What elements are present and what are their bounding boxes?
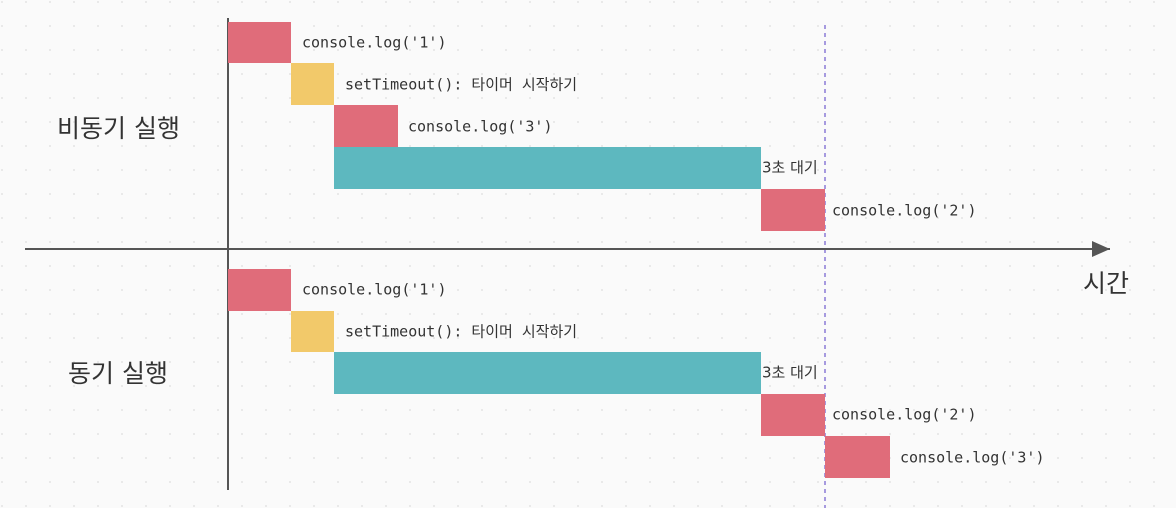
step-label: 3초 대기 [762, 159, 818, 177]
time-label: 시간 [1083, 269, 1129, 298]
step-label: console.log('2') [832, 202, 977, 220]
block [334, 147, 761, 189]
block [761, 394, 825, 436]
step-label: console.log('3') [900, 449, 1045, 467]
section-label: 동기 실행 [68, 359, 168, 388]
step-label: console.log('2') [832, 406, 977, 424]
step-label: setTimeout(): 타이머 시작하기 [345, 76, 577, 94]
step-label: console.log('1') [302, 34, 447, 52]
block [228, 269, 291, 311]
block [291, 63, 334, 105]
step-label: console.log('1') [302, 281, 447, 299]
block [334, 105, 398, 147]
block [228, 22, 291, 63]
section-label: 비동기 실행 [57, 114, 180, 143]
step-label: console.log('3') [408, 118, 553, 136]
block [334, 352, 761, 394]
block [761, 189, 825, 231]
step-label: 3초 대기 [762, 364, 818, 382]
block [825, 436, 890, 478]
step-label: setTimeout(): 타이머 시작하기 [345, 323, 577, 341]
block [291, 311, 334, 352]
